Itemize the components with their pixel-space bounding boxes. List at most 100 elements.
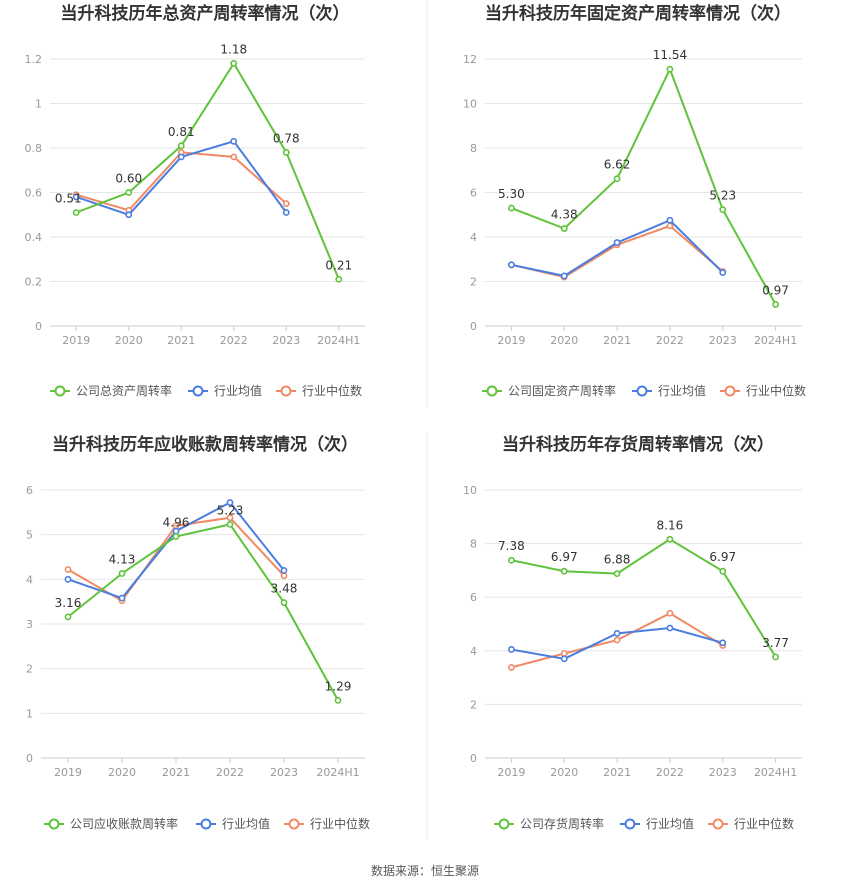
data-point-industry_avg xyxy=(613,629,621,637)
legend-label: 行业均值 xyxy=(646,816,694,831)
data-point-company xyxy=(772,653,779,661)
data-point-industry_avg xyxy=(226,499,234,506)
data-point-company xyxy=(666,65,674,73)
legend-marker-icon xyxy=(54,385,66,397)
y-tick-label: 0 xyxy=(26,752,33,765)
data-point-industry_avg xyxy=(613,239,621,246)
x-tick-label: 2023 xyxy=(709,766,737,779)
x-tick-label: 2022 xyxy=(216,766,244,779)
data-point-industry_avg xyxy=(125,211,133,219)
x-tick-label: 2020 xyxy=(550,766,578,779)
legend-marker-icon xyxy=(636,385,648,397)
x-tick-label: 2019 xyxy=(54,766,82,779)
y-tick-label: 8 xyxy=(470,142,477,155)
legend-item-industry_avg: 行业均值 xyxy=(188,383,262,398)
data-point-industry_median xyxy=(230,153,238,161)
legend-item-industry_avg: 行业均值 xyxy=(196,816,270,831)
legend-label: 公司应收账款周转率 xyxy=(70,816,178,831)
data-point-industry_median xyxy=(613,636,621,644)
x-tick-label: 2019 xyxy=(497,766,525,779)
data-point-industry_avg xyxy=(666,624,674,632)
y-tick-label: 3 xyxy=(26,618,33,631)
series-line-industry_median xyxy=(511,224,724,279)
data-point-company xyxy=(230,60,238,67)
data-point-company xyxy=(72,209,80,216)
y-tick-label: 0 xyxy=(470,752,477,765)
data-label: 3.77 xyxy=(762,636,789,650)
legend-item-industry_median: 行业中位数 xyxy=(708,816,794,831)
data-label: 4.96 xyxy=(163,515,190,529)
legend-marker-icon xyxy=(712,818,724,830)
legend-item-industry_median: 行业中位数 xyxy=(284,816,370,831)
data-point-industry_median xyxy=(666,609,674,617)
legend-marker-icon xyxy=(724,385,736,397)
data-point-industry_avg xyxy=(177,153,185,161)
y-tick-label: 6 xyxy=(470,187,477,200)
legend-label: 行业中位数 xyxy=(746,383,806,398)
y-tick-label: 4 xyxy=(470,645,477,658)
legend-marker-icon xyxy=(288,818,300,830)
data-point-company xyxy=(560,225,568,232)
data-label: 5.23 xyxy=(709,189,736,203)
data-label: 11.54 xyxy=(653,48,687,62)
y-tick-label: 0.2 xyxy=(25,276,43,289)
data-point-industry_avg xyxy=(282,209,290,216)
data-point-company xyxy=(125,189,133,196)
x-tick-label: 2020 xyxy=(550,334,578,347)
data-point-industry_median xyxy=(508,664,515,671)
data-point-industry_avg xyxy=(719,269,727,276)
data-point-industry_avg xyxy=(118,594,126,602)
data-label: 1.29 xyxy=(325,679,352,693)
legend-marker-icon xyxy=(280,385,292,397)
data-point-company xyxy=(613,570,621,578)
x-tick-label: 2024H1 xyxy=(316,766,359,779)
legend-marker-icon xyxy=(498,818,510,830)
data-point-industry_median xyxy=(64,566,72,573)
x-tick-label: 2019 xyxy=(62,334,90,347)
data-point-company xyxy=(719,567,727,575)
legend-label: 行业中位数 xyxy=(302,383,362,398)
y-tick-label: 4 xyxy=(26,573,33,586)
data-label: 6.62 xyxy=(604,158,631,172)
x-tick-label: 2024H1 xyxy=(754,334,797,347)
legend-item-company: 公司固定资产周转率 xyxy=(482,383,616,398)
data-label: 7.38 xyxy=(498,539,525,553)
data-label: 0.60 xyxy=(115,172,142,186)
data-label: 5.30 xyxy=(498,187,525,201)
x-tick-label: 2020 xyxy=(108,766,136,779)
data-point-company xyxy=(335,275,343,283)
data-point-industry_avg xyxy=(560,272,568,280)
data-point-industry_median xyxy=(226,514,234,522)
data-label: 3.16 xyxy=(55,596,82,610)
y-tick-label: 2 xyxy=(26,663,33,676)
x-tick-label: 2021 xyxy=(167,334,195,347)
data-point-industry_median xyxy=(666,222,674,230)
data-label: 1.18 xyxy=(220,42,247,56)
data-point-company xyxy=(508,204,515,212)
data-point-company xyxy=(613,175,621,183)
data-point-company xyxy=(772,301,779,308)
data-point-company xyxy=(282,149,290,156)
legend-label: 行业中位数 xyxy=(310,816,370,831)
legend-label: 行业均值 xyxy=(658,383,706,398)
y-tick-label: 12 xyxy=(463,53,477,66)
x-tick-label: 2022 xyxy=(220,334,248,347)
y-tick-label: 10 xyxy=(463,484,477,497)
data-point-company xyxy=(508,556,515,564)
x-tick-label: 2019 xyxy=(497,334,525,347)
legend-marker-icon xyxy=(486,385,498,397)
x-tick-label: 2023 xyxy=(270,766,298,779)
data-point-industry_median xyxy=(560,650,568,657)
legend-label: 公司固定资产周转率 xyxy=(508,383,616,398)
data-label: 6.97 xyxy=(551,550,578,564)
legend-item-company: 公司总资产周转率 xyxy=(50,383,172,398)
series-line-company xyxy=(75,61,340,280)
data-point-company xyxy=(118,570,126,577)
data-label: 5.23 xyxy=(217,503,244,517)
legend-item-industry_avg: 行业均值 xyxy=(620,816,694,831)
y-tick-label: 2 xyxy=(470,698,477,711)
legend-label: 行业均值 xyxy=(214,383,262,398)
data-label: 4.38 xyxy=(551,208,578,222)
chart-title: 当升科技历年应收账款周转率情况（次） xyxy=(52,434,358,455)
